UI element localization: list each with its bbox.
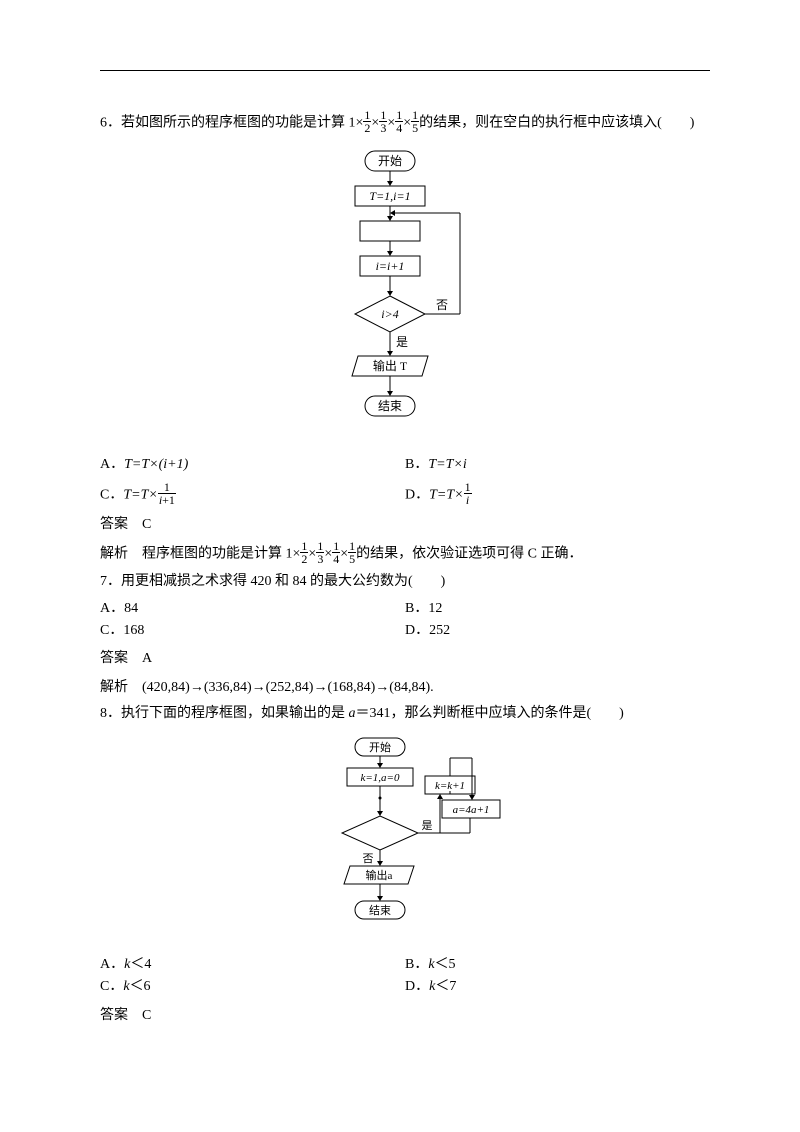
q8-options-row2: C．k＜6 D．k＜7: [100, 976, 710, 998]
q7-opt-d: D．252: [405, 620, 710, 642]
q6-frac-2: 13: [379, 109, 387, 134]
svg-text:开始: 开始: [369, 740, 391, 754]
q6-options-row2: C．T=T×1i+1 D．T=T×1i: [100, 483, 710, 508]
q6-frac-3: 14: [395, 109, 403, 134]
q6-question: 6．若如图所示的程序框图的功能是计算 1×12×13×14×15的结果，则在空白…: [100, 111, 710, 136]
q7-answer: 答案 A: [100, 648, 710, 670]
q7-opt-a: A．84: [100, 598, 405, 620]
q6-frac-1: 12: [363, 109, 371, 134]
svg-text:否: 否: [363, 853, 374, 865]
top-rule: [100, 70, 710, 71]
svg-text:结束: 结束: [369, 904, 391, 917]
q8-flow-svg: 开始 k=1,a=0 k=k+1 a=4a+1 是 否 输出a 结束: [300, 736, 510, 936]
q8-opt-a: A．k＜4: [100, 954, 405, 976]
q6-optc-frac: 1i+1: [158, 481, 176, 506]
svg-text:i=i+1: i=i+1: [376, 259, 405, 273]
svg-text:是: 是: [396, 335, 408, 349]
q6-opt-c: C．T=T×1i+1: [100, 483, 405, 508]
q6-opt-d: D．T=T×1i: [405, 483, 710, 508]
q6-optd-frac: 1i: [464, 481, 472, 506]
svg-text:T=1,i=1: T=1,i=1: [369, 189, 410, 203]
svg-text:结束: 结束: [378, 399, 402, 413]
q7-explanation: 解析 (420,84)→(336,84)→(252,84)→(168,84)→(…: [100, 677, 710, 699]
svg-text:开始: 开始: [378, 154, 402, 168]
svg-text:k=k+1: k=k+1: [435, 780, 465, 792]
q6-answer: 答案 C: [100, 514, 710, 536]
q7-options-row2: C．168 D．252: [100, 620, 710, 642]
q6-suffix: 的结果，则在空白的执行框中应该填入( ): [419, 116, 694, 131]
q8-flowchart: 开始 k=1,a=0 k=k+1 a=4a+1 是 否 输出a 结束: [100, 736, 710, 944]
q8-opt-c: C．k＜6: [100, 976, 405, 998]
q8-options-row1: A．k＜4 B．k＜5: [100, 954, 710, 976]
svg-text:是: 是: [422, 819, 433, 832]
svg-text:否: 否: [436, 298, 448, 312]
q6-flow-svg: 开始 T=1,i=1 i=i+1 i>4 否 是 输出 T 结束: [310, 146, 500, 436]
q6-options-row1: A．T=T×(i+1) B．T=T×i: [100, 454, 710, 476]
q6-frac-4: 15: [411, 109, 419, 134]
q8-opt-b: B．k＜5: [405, 954, 710, 976]
svg-text:输出a: 输出a: [366, 868, 393, 882]
q6-opt-a: A．T=T×(i+1): [100, 454, 405, 476]
q8-answer: 答案 C: [100, 1005, 710, 1027]
svg-text:a=4a+1: a=4a+1: [453, 804, 490, 816]
q8-opt-d: D．k＜7: [405, 976, 710, 998]
svg-text:k=1,a=0: k=1,a=0: [361, 772, 400, 784]
q8-question: 8．执行下面的程序框图，如果输出的是 a＝341，那么判断框中应填入的条件是( …: [100, 703, 710, 725]
q6-explanation: 解析 程序框图的功能是计算 1×12×13×14×15的结果，依次验证选项可得 …: [100, 542, 710, 567]
q7-opt-b: B．12: [405, 598, 710, 620]
q6-opt-b: B．T=T×i: [405, 454, 710, 476]
q6-flowchart: 开始 T=1,i=1 i=i+1 i>4 否 是 输出 T 结束: [100, 146, 710, 444]
q7-options-row1: A．84 B．12: [100, 598, 710, 620]
page: 6．若如图所示的程序框图的功能是计算 1×12×13×14×15的结果，则在空白…: [0, 0, 800, 1132]
q7-opt-c: C．168: [100, 620, 405, 642]
q6-prefix: 6．若如图所示的程序框图的功能是计算 1×: [100, 116, 363, 131]
svg-text:输出 T: 输出 T: [373, 358, 408, 373]
q7-question: 7．用更相减损之术求得 420 和 84 的最大公约数为( ): [100, 571, 710, 593]
svg-text:i>4: i>4: [381, 307, 398, 321]
